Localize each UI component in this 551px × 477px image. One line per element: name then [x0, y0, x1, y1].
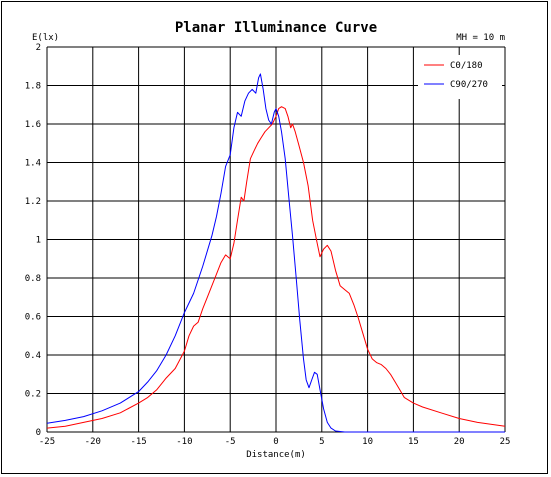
- x-tick-label: 25: [500, 437, 511, 447]
- x-tick-label: -15: [130, 437, 146, 447]
- y-tick-label: 0.6: [25, 313, 41, 323]
- x-tick-label: 5: [319, 437, 324, 447]
- x-tick-label: -25: [39, 437, 55, 447]
- x-tick-label: 15: [408, 437, 419, 447]
- y-tick-label: 0.4: [25, 351, 41, 361]
- series-line-c90-270: [46, 73, 505, 433]
- series-line-c0-180: [46, 106, 506, 429]
- x-tick-label: 10: [362, 437, 373, 447]
- legend-label: C90/270: [450, 80, 488, 90]
- series-lines: [46, 73, 506, 433]
- x-tick-label: 0: [273, 437, 278, 447]
- y-tick-label: 0.8: [25, 274, 41, 284]
- x-tick-label: -20: [85, 437, 101, 447]
- legend-label: C0/180: [450, 61, 483, 71]
- x-tick-label: -5: [225, 437, 236, 447]
- y-tick-label: 1.8: [25, 82, 41, 92]
- legend: C0/180 C90/270: [418, 55, 502, 99]
- x-tick-label: -10: [176, 437, 192, 447]
- chart-title: Planar Illuminance Curve: [175, 20, 377, 36]
- axis-ticks: -25 -20 -15 -10 -5 0 5 10 15 20 25 0 0.2 0.4 0.6 0.8 1 1.…: [25, 43, 511, 447]
- y-tick-label: 1.2: [25, 197, 41, 207]
- x-axis-label: Distance(m): [246, 450, 306, 460]
- x-tick-label: 20: [454, 437, 465, 447]
- y-tick-label: 1.4: [25, 159, 41, 169]
- y-tick-label: 1.6: [25, 120, 41, 130]
- y-tick-label: 2: [36, 43, 41, 53]
- grid: [46, 46, 506, 433]
- legend-box: [418, 55, 502, 99]
- mounting-height-label: MH = 10 m: [456, 33, 505, 43]
- y-tick-label: 0.2: [25, 390, 41, 400]
- y-axis-label: E(lx): [32, 33, 59, 43]
- y-tick-label: 1: [36, 236, 41, 246]
- y-tick-label: 0: [36, 428, 41, 438]
